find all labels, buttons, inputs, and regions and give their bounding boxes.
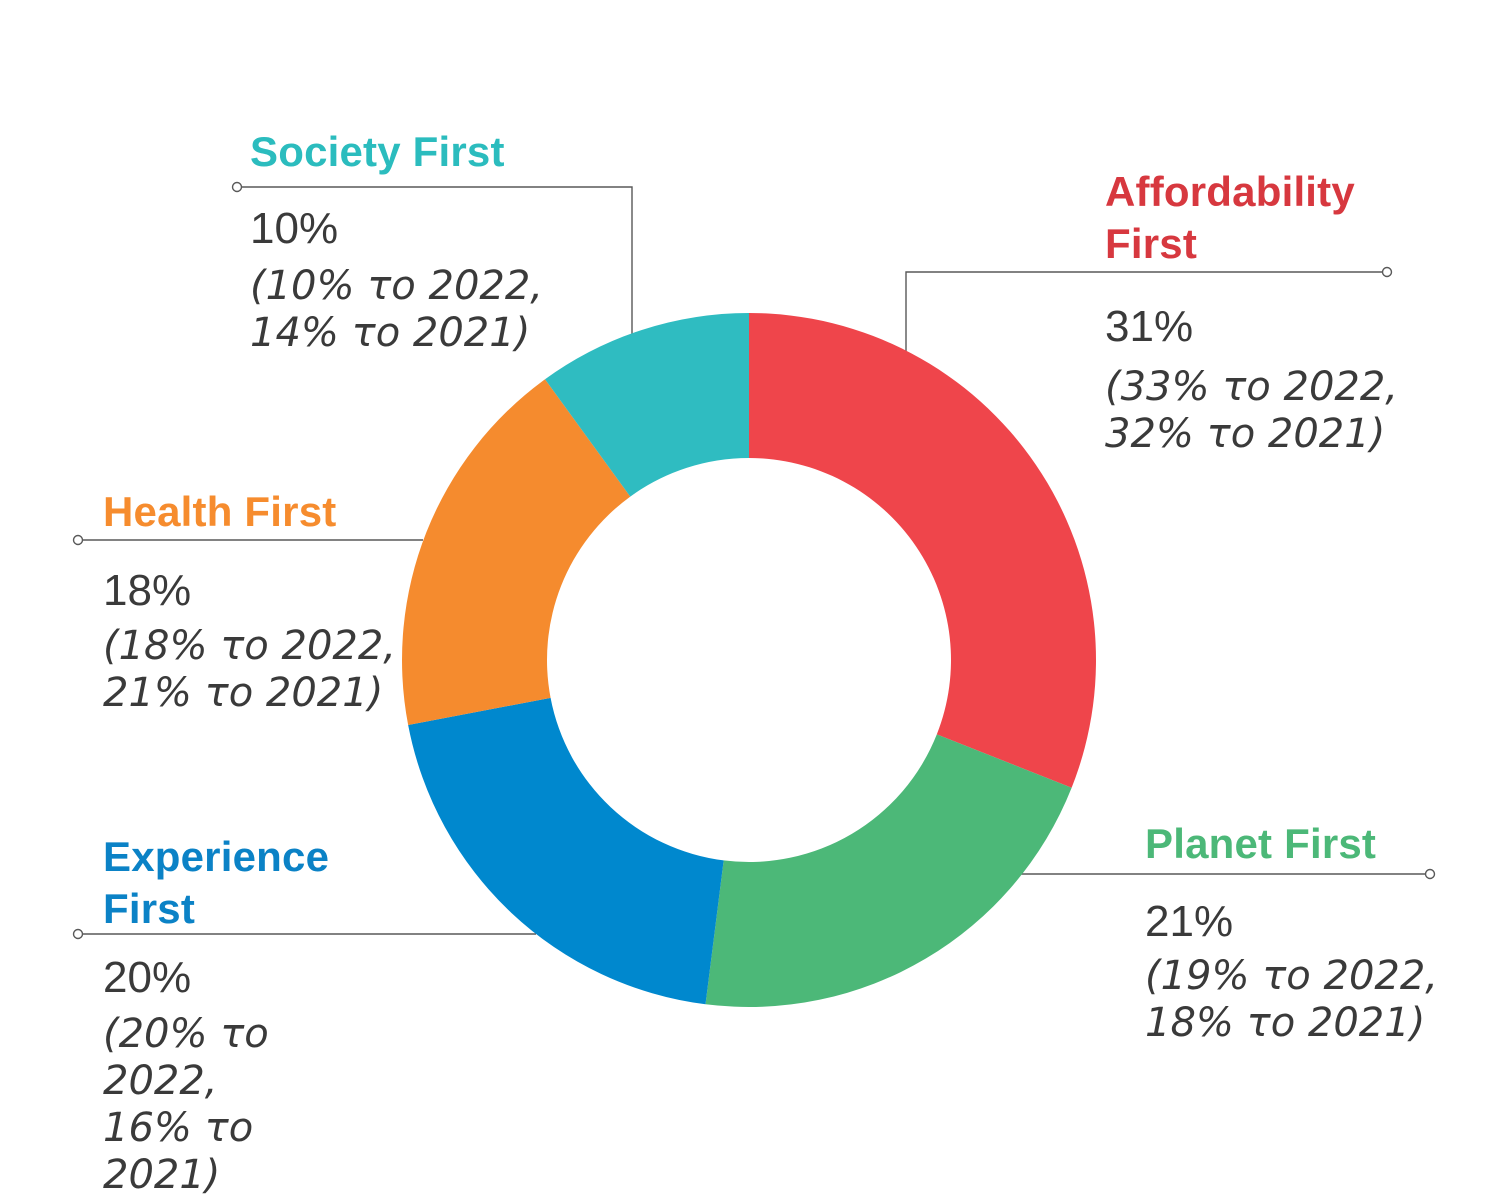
segment-label: Health First: [103, 488, 337, 535]
segment-percent: 10%: [250, 204, 339, 253]
segment-note: (18% το 2022, 21% το 2021): [103, 623, 397, 716]
donut-segments: [402, 313, 1096, 1007]
segment-note: (20% το 2022, 16% το 2021): [103, 1011, 269, 1198]
segment-percent: 20%: [103, 953, 192, 1002]
segment-percent: 31%: [1105, 302, 1194, 351]
segment-label: Society First: [250, 128, 505, 175]
callout-endpoint-health: [72, 534, 84, 546]
callout-health: Health First 18% (18% το 2022, 21% το 20…: [103, 486, 463, 717]
callout-endpoint-society: [231, 181, 243, 193]
segment-note: (19% το 2022, 18% το 2021): [1145, 953, 1439, 1046]
callout-line-society: [237, 186, 633, 334]
donut-segment-planet-first: [705, 734, 1072, 1007]
callout-line-affordability: [905, 271, 1387, 351]
callout-endpoint-planet: [1424, 868, 1436, 880]
callout-endpoint-affordability: [1381, 266, 1393, 278]
callout-planet: Planet First 21% (19% το 2022, 18% το 20…: [1145, 818, 1475, 1047]
donut-segment-society-first: [545, 313, 749, 497]
donut-segment-affordability-first: [749, 313, 1096, 788]
donut-segment-health-first: [402, 379, 631, 726]
segment-percent: 21%: [1145, 897, 1234, 946]
segment-note: (33% το 2022, 32% το 2021): [1105, 364, 1399, 457]
donut-segment-experience-first: [408, 697, 724, 1005]
callout-affordability: Affordability First 31% (33% το 2022, 32…: [1105, 166, 1405, 458]
segment-label: Affordability First: [1105, 168, 1355, 267]
callout-lines: [72, 181, 1436, 940]
segment-note: (10% το 2022, 14% το 2021): [250, 263, 544, 356]
segment-percent: 18%: [103, 566, 192, 615]
callout-society: Society First 10% (10% το 2022, 14% το 2…: [250, 126, 610, 357]
segment-label: Experience First: [103, 833, 330, 932]
callout-experience: Experience First 20% (20% το 2022, 16% τ…: [103, 831, 363, 1199]
callout-endpoint-experience: [72, 928, 84, 940]
segment-label: Planet First: [1145, 820, 1377, 867]
